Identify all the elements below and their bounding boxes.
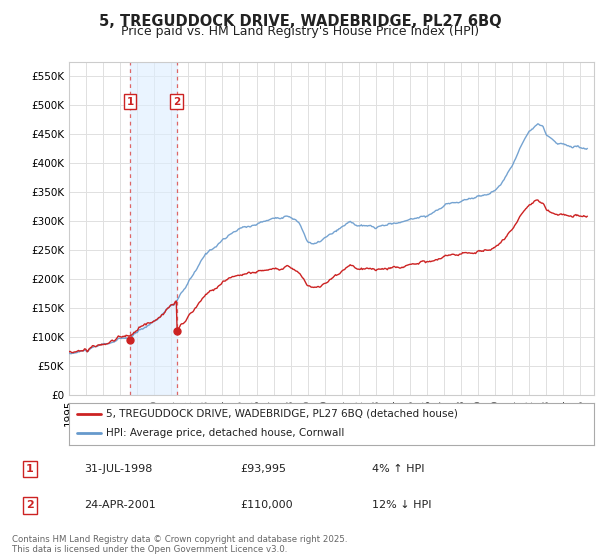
Text: 2: 2 bbox=[173, 96, 181, 106]
Text: 12% ↓ HPI: 12% ↓ HPI bbox=[372, 501, 431, 510]
Text: £93,995: £93,995 bbox=[240, 464, 286, 474]
Bar bbox=[130, 62, 177, 395]
Text: Price paid vs. HM Land Registry's House Price Index (HPI): Price paid vs. HM Land Registry's House … bbox=[121, 25, 479, 38]
Text: £110,000: £110,000 bbox=[240, 501, 293, 510]
Text: 24-APR-2001: 24-APR-2001 bbox=[84, 501, 156, 510]
Text: 5, TREGUDDOCK DRIVE, WADEBRIDGE, PL27 6BQ (detached house): 5, TREGUDDOCK DRIVE, WADEBRIDGE, PL27 6B… bbox=[106, 409, 458, 419]
Text: 5, TREGUDDOCK DRIVE, WADEBRIDGE, PL27 6BQ: 5, TREGUDDOCK DRIVE, WADEBRIDGE, PL27 6B… bbox=[98, 14, 502, 29]
Text: HPI: Average price, detached house, Cornwall: HPI: Average price, detached house, Corn… bbox=[106, 428, 344, 438]
Text: Contains HM Land Registry data © Crown copyright and database right 2025.
This d: Contains HM Land Registry data © Crown c… bbox=[12, 535, 347, 554]
Text: 1: 1 bbox=[127, 96, 134, 106]
Text: 1: 1 bbox=[26, 464, 34, 474]
Text: 4% ↑ HPI: 4% ↑ HPI bbox=[372, 464, 425, 474]
Text: 2: 2 bbox=[26, 501, 34, 510]
Text: 31-JUL-1998: 31-JUL-1998 bbox=[84, 464, 152, 474]
